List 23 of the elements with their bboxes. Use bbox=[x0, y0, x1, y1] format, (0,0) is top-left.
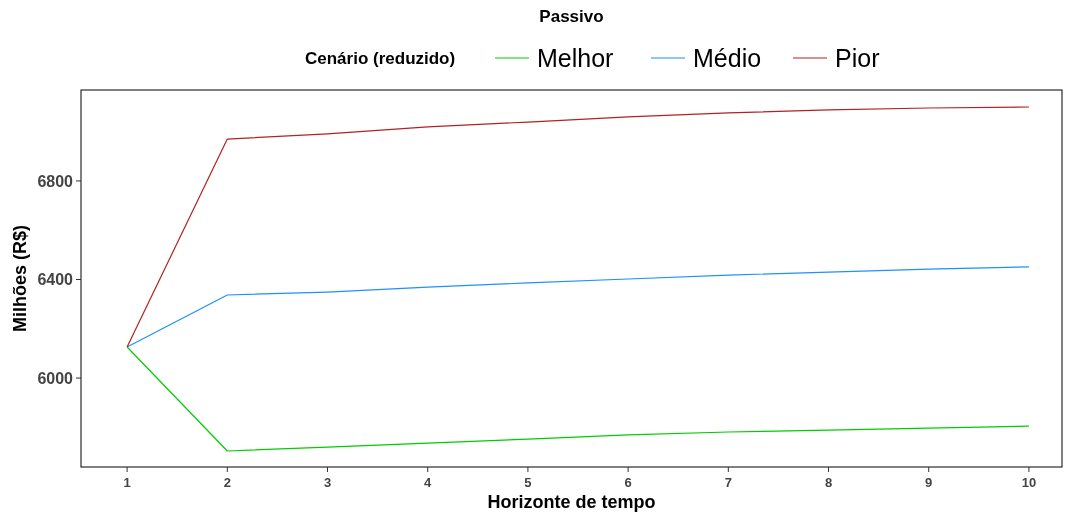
x-tick-label: 3 bbox=[323, 475, 332, 490]
x-tick-label: 6 bbox=[624, 475, 632, 490]
x-tick-label: 2 bbox=[223, 475, 231, 490]
y-axis-title: Milhões (R$) bbox=[10, 224, 30, 333]
x-tick-label: 10 bbox=[1021, 475, 1037, 490]
x-tick-label: 5 bbox=[524, 475, 532, 490]
x-tick-label: 9 bbox=[925, 475, 933, 490]
line-series bbox=[126, 106, 1030, 348]
x-tick-label: 1 bbox=[123, 475, 131, 490]
x-tick-label: 8 bbox=[824, 475, 833, 490]
y-tick-label: 6400 bbox=[37, 271, 74, 289]
x-tick-label: 7 bbox=[724, 475, 732, 490]
legend-label: Melhor bbox=[537, 44, 614, 72]
legend-label: Médio bbox=[693, 44, 762, 72]
line-series bbox=[126, 346, 1030, 452]
x-tick-label: 4 bbox=[424, 475, 433, 490]
y-tick-label: 6000 bbox=[37, 370, 74, 388]
line-series bbox=[126, 266, 1030, 348]
legend-title: Cenário (reduzido) bbox=[305, 49, 456, 68]
legend-label: Pior bbox=[835, 44, 880, 72]
x-axis-title: Horizonte de tempo bbox=[487, 492, 656, 512]
y-tick-label: 6800 bbox=[37, 172, 74, 190]
chart-title: Passivo bbox=[539, 7, 604, 26]
